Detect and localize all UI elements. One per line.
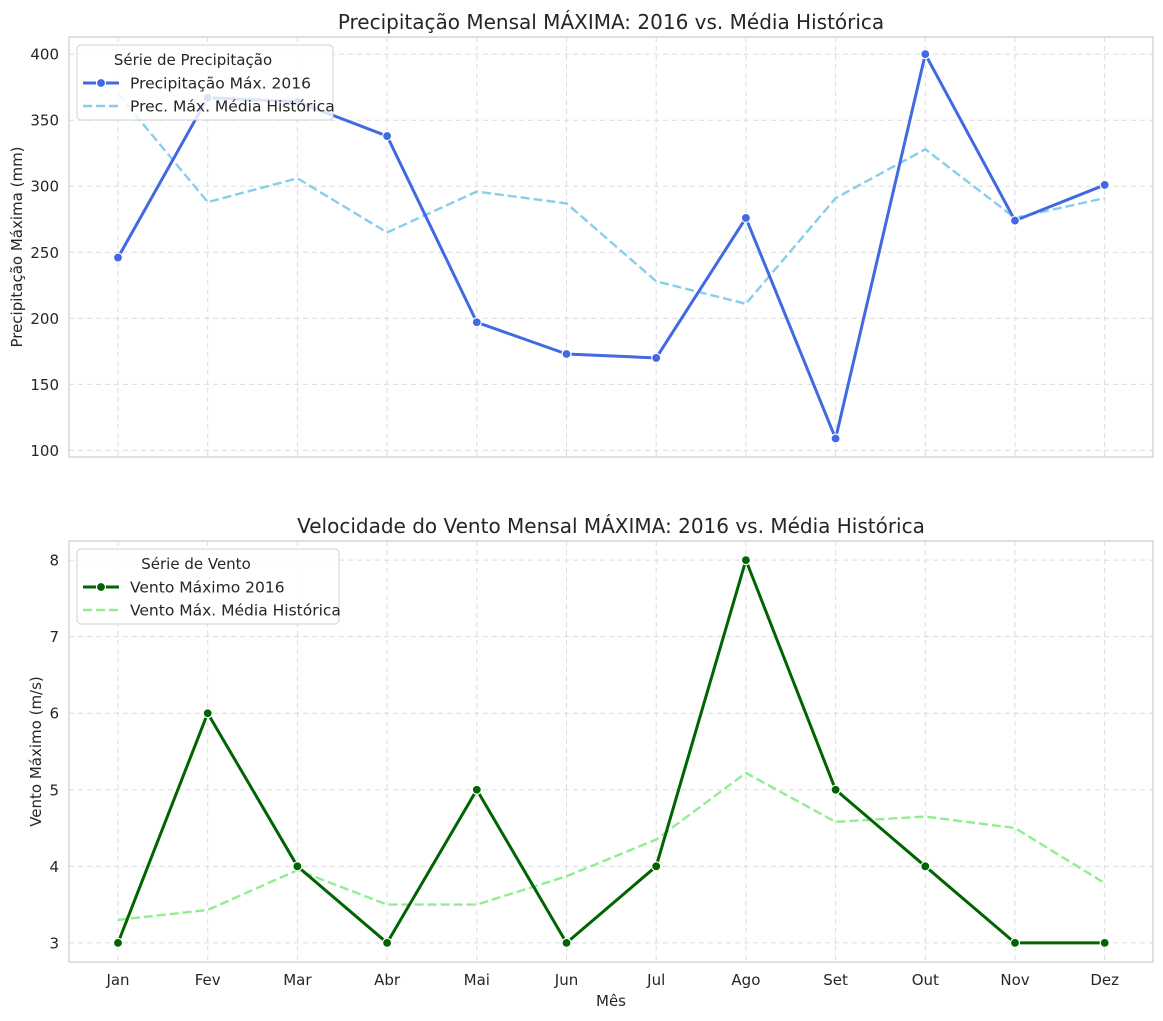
y-tick-label: 250 <box>30 244 59 262</box>
x-tick-label: Mai <box>464 971 490 989</box>
wind-grid <box>69 541 1153 962</box>
legend-marker <box>95 581 107 593</box>
data-point <box>1099 937 1110 948</box>
x-tick-label: Dez <box>1090 971 1119 989</box>
wind-legend-box <box>76 548 340 625</box>
data-point <box>920 49 931 60</box>
precipitation-chart: 100 150 200 250 300 350 400 Precipitação Mensa… <box>8 10 1154 460</box>
data-point <box>920 861 931 872</box>
wind-chart-title: Velocidade do Vento Mensal MÁXIMA: 2016 … <box>297 514 925 538</box>
data-point <box>830 433 841 444</box>
y-tick-label: 350 <box>30 112 59 130</box>
wind-legend-items: Vento Máximo 2016 Vento Máx. Média Histór… <box>83 579 341 620</box>
y-tick-label: 300 <box>30 178 59 196</box>
legend-entry-label: Precipitação Máx. 2016 <box>130 75 311 93</box>
wind-legend-title: Série de Vento <box>141 555 251 573</box>
legend-marker <box>95 77 107 89</box>
precipitation-y-ticks: 100 150 200 250 300 350 400 <box>30 46 59 460</box>
data-point <box>740 555 752 566</box>
data-point <box>1009 215 1021 226</box>
y-tick-label: 100 <box>30 442 59 460</box>
x-tick-label: Jul <box>646 971 665 989</box>
y-tick-label: 150 <box>30 376 59 394</box>
series-line <box>117 771 1106 922</box>
wind-chart: 3 4 5 6 7 8 Jan Fev Mar Abr Mai Jun Jul Ago Set Out Nov… <box>27 514 1154 1010</box>
data-point <box>471 784 482 795</box>
data-point <box>740 212 752 224</box>
precipitation-legend: Série de Precipitação Precipitação Máx. … <box>76 44 335 121</box>
data-point <box>112 937 124 948</box>
y-tick-label: 4 <box>49 858 59 876</box>
data-point <box>561 348 572 360</box>
y-tick-label: 200 <box>30 310 59 328</box>
series-line <box>117 93 1105 305</box>
data-point <box>382 130 393 142</box>
wind-x-ticks: Jan Fev Mar Abr Mai Jun Jul Ago Set Out Nov Dez <box>105 971 1119 989</box>
data-point <box>830 784 841 795</box>
y-tick-label: 8 <box>49 552 59 570</box>
y-tick-label: 6 <box>49 705 59 723</box>
data-point <box>1099 179 1110 191</box>
y-tick-label: 400 <box>30 46 59 64</box>
x-tick-label: Nov <box>1000 971 1029 989</box>
data-point <box>382 937 393 948</box>
legend-entry-label: Vento Máximo 2016 <box>130 579 285 597</box>
precipitation-legend-title: Série de Precipitação <box>114 51 272 69</box>
data-point <box>112 252 124 263</box>
x-tick-label: Out <box>912 971 939 989</box>
precipitation-legend-items: Precipitação Máx. 2016 Prec. Máx. Média H… <box>83 75 335 116</box>
x-tick-label: Set <box>823 971 848 989</box>
precipitation-legend-box <box>76 44 334 121</box>
x-tick-label: Mar <box>283 971 312 989</box>
x-tick-label: Jan <box>105 971 129 989</box>
precipitation-y-axis-label: Precipitação Máxima (mm) <box>8 146 26 347</box>
data-point <box>651 861 662 872</box>
data-point <box>1009 937 1021 948</box>
data-point <box>471 317 482 328</box>
x-tick-label: Fev <box>195 971 221 989</box>
y-tick-label: 5 <box>49 781 59 799</box>
data-point <box>561 937 572 948</box>
x-tick-label: Jun <box>554 971 578 989</box>
data-point <box>292 861 303 872</box>
x-tick-label: Ago <box>731 971 760 989</box>
wind-y-ticks: 3 4 5 6 7 8 <box>49 552 59 953</box>
y-tick-label: 7 <box>49 628 59 646</box>
wind-y-axis-label: Vento Máximo (m/s) <box>27 676 45 827</box>
x-tick-label: Abr <box>374 971 401 989</box>
data-point <box>651 352 662 364</box>
data-point <box>202 708 213 719</box>
legend-entry-label: Vento Máx. Média Histórica <box>130 602 341 620</box>
precipitation-chart-title: Precipitação Mensal MÁXIMA: 2016 vs. Méd… <box>338 10 884 34</box>
y-tick-label: 3 <box>49 934 59 952</box>
series-line <box>116 558 1105 945</box>
legend-entry-label: Prec. Máx. Média Histórica <box>130 98 335 116</box>
wind-x-axis-label: Mês <box>596 992 626 1010</box>
wind-series <box>112 555 1110 948</box>
